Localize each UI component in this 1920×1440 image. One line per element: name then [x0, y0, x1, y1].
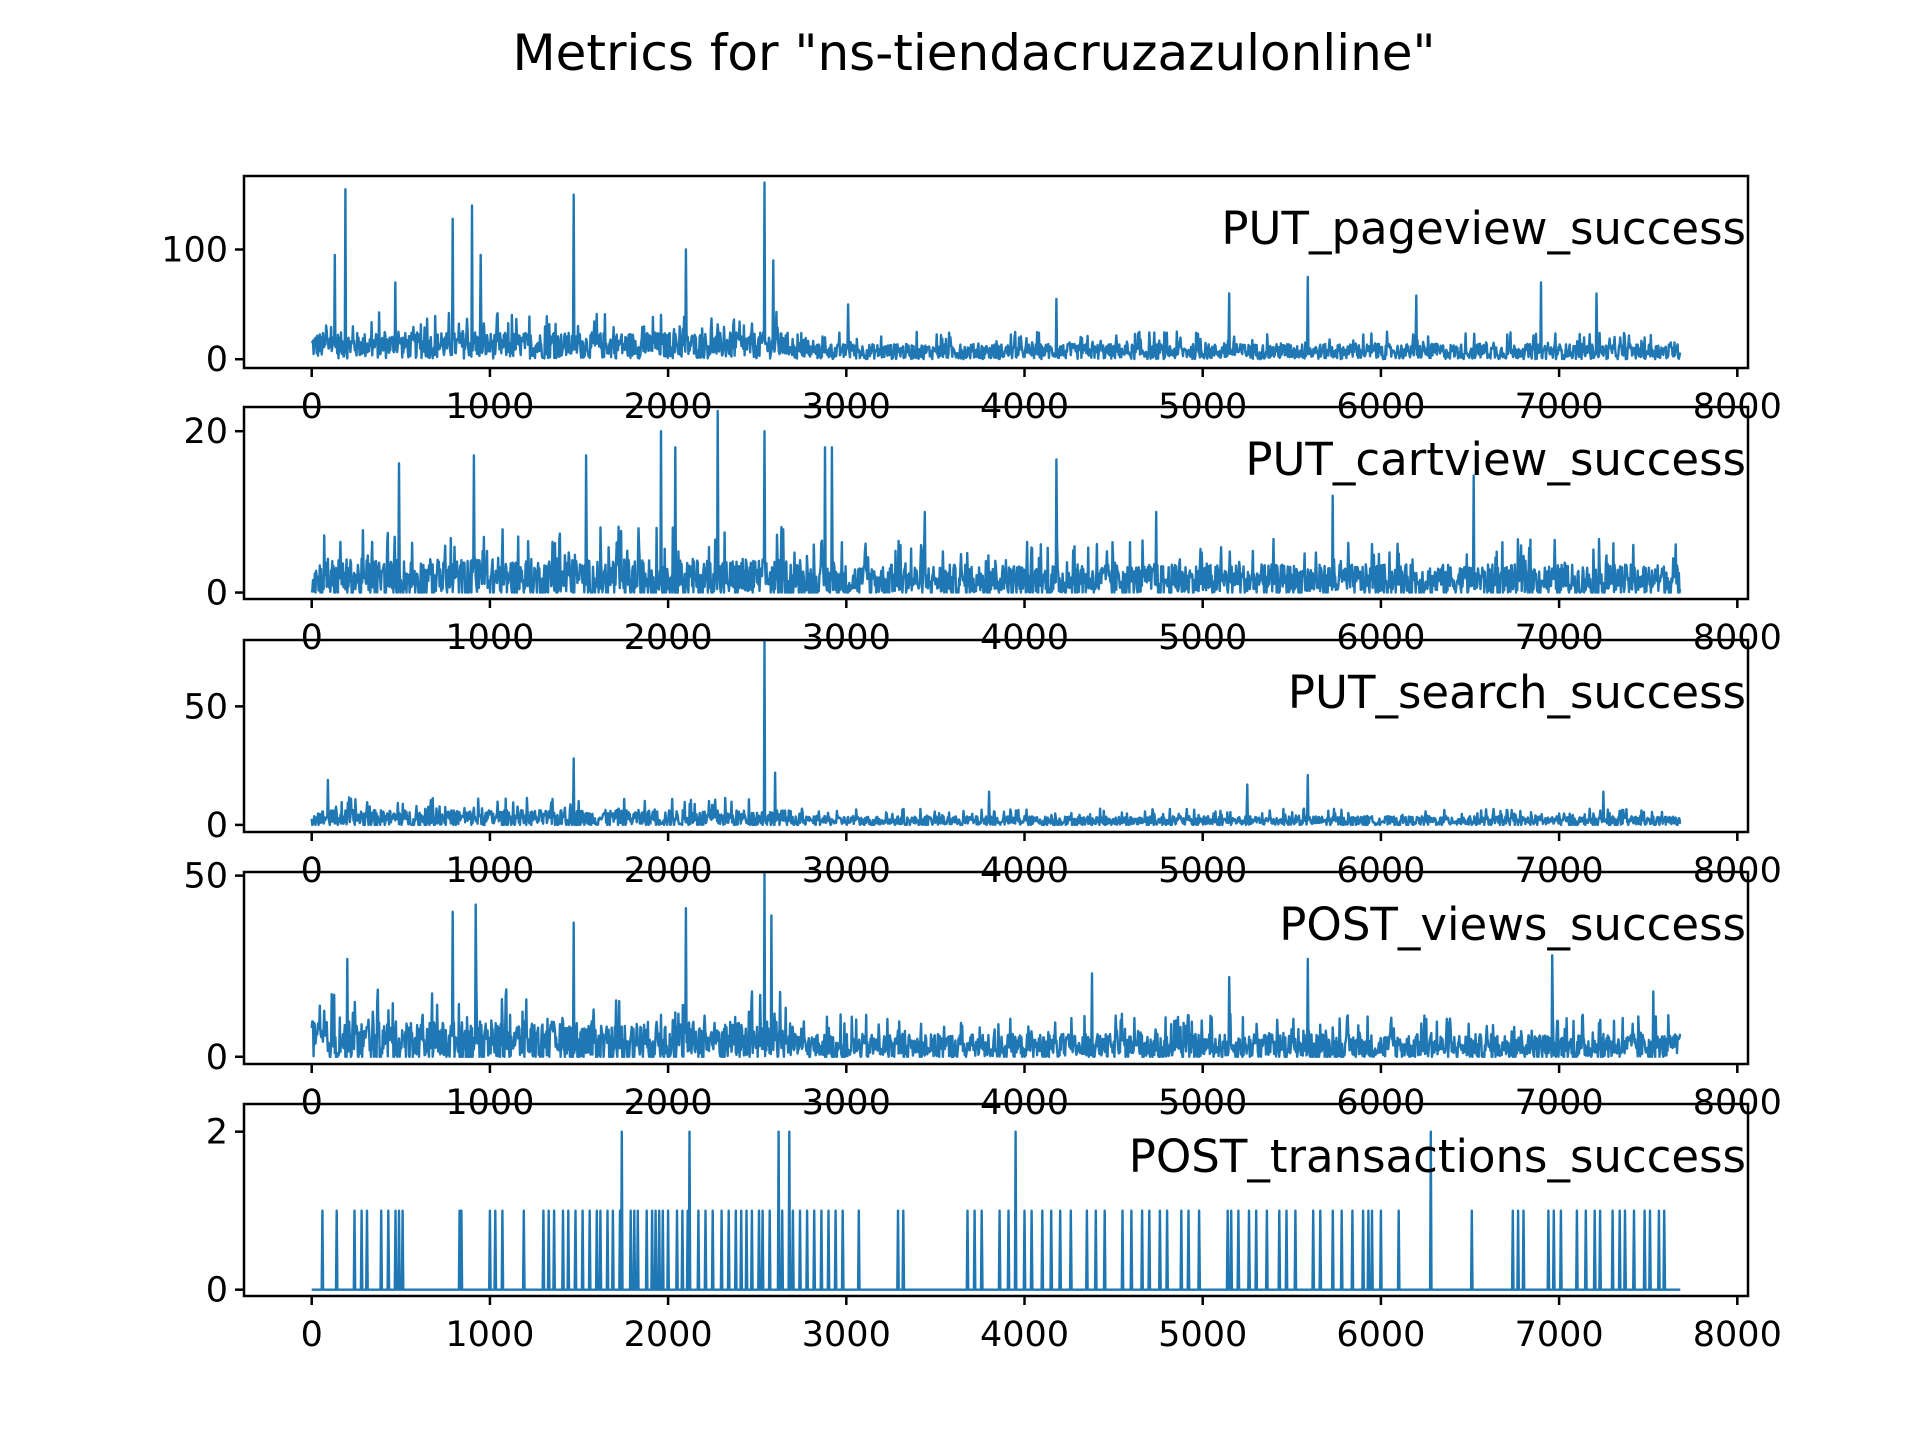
series-line — [310, 872, 1682, 1058]
axes-frame — [242, 1102, 1750, 1298]
x-tick-label: 1000 — [445, 618, 534, 658]
y-tick-label: 50 — [183, 857, 228, 897]
y-tick-label: 0 — [206, 574, 228, 614]
axes-frame — [242, 638, 1750, 834]
x-tick-label: 7000 — [1515, 618, 1604, 658]
y-tick-label: 2 — [206, 1113, 228, 1153]
series-label: PUT_cartview_success — [1245, 433, 1746, 486]
y-tick-label: 0 — [206, 340, 228, 380]
x-tick-label: 4000 — [980, 618, 1069, 658]
x-tick-label: 6000 — [1336, 618, 1425, 658]
y-tick-label: 0 — [206, 1271, 228, 1311]
x-tick-label: 7000 — [1515, 1315, 1604, 1355]
chart-title: Metrics for "ns-tiendacruzazulonline" — [512, 24, 1435, 82]
x-tick-label: 8000 — [1693, 1315, 1782, 1355]
x-tick-label: 0 — [301, 618, 323, 658]
y-tick-label: 100 — [161, 231, 228, 271]
x-tick-label: 8000 — [1693, 618, 1782, 658]
x-tick-label: 1000 — [445, 1315, 534, 1355]
series-label: PUT_search_success — [1288, 666, 1746, 719]
series-label: PUT_pageview_success — [1221, 202, 1746, 255]
panel-put-cartview-success: 0 20 0 1000 2000 3000 4000 5000 6000 7000 8000 PUT_… — [183, 405, 1782, 658]
x-tick-label: 5000 — [1158, 1315, 1247, 1355]
x-tick-label: 4000 — [980, 1315, 1069, 1355]
x-tick-label: 2000 — [624, 1315, 713, 1355]
x-tick-label: 0 — [301, 1315, 323, 1355]
y-tick-label: 50 — [183, 687, 228, 727]
x-tick-label: 2000 — [624, 618, 713, 658]
series-label: POST_views_success — [1279, 898, 1746, 951]
x-tick-label: 5000 — [1158, 618, 1247, 658]
axes-frame — [242, 405, 1750, 601]
axes-frame — [242, 174, 1750, 370]
y-tick-label: 0 — [206, 806, 228, 846]
y-tick-label: 0 — [206, 1038, 228, 1078]
x-tick-label: 6000 — [1336, 1315, 1425, 1355]
y-tick-label: 20 — [183, 412, 228, 452]
series-line — [310, 638, 1682, 827]
series-line — [311, 1130, 1681, 1291]
series-label: POST_transactions_success — [1129, 1130, 1746, 1183]
x-tick-label: 3000 — [802, 1315, 891, 1355]
series-line — [310, 181, 1682, 361]
panel-post-transactions-success: 0 2 0 1000 2000 3000 4000 5000 6000 7000 8000 POST_… — [206, 1102, 1782, 1355]
axes-frame — [242, 870, 1750, 1066]
series-line — [310, 409, 1682, 594]
x-tick-label: 3000 — [802, 618, 891, 658]
